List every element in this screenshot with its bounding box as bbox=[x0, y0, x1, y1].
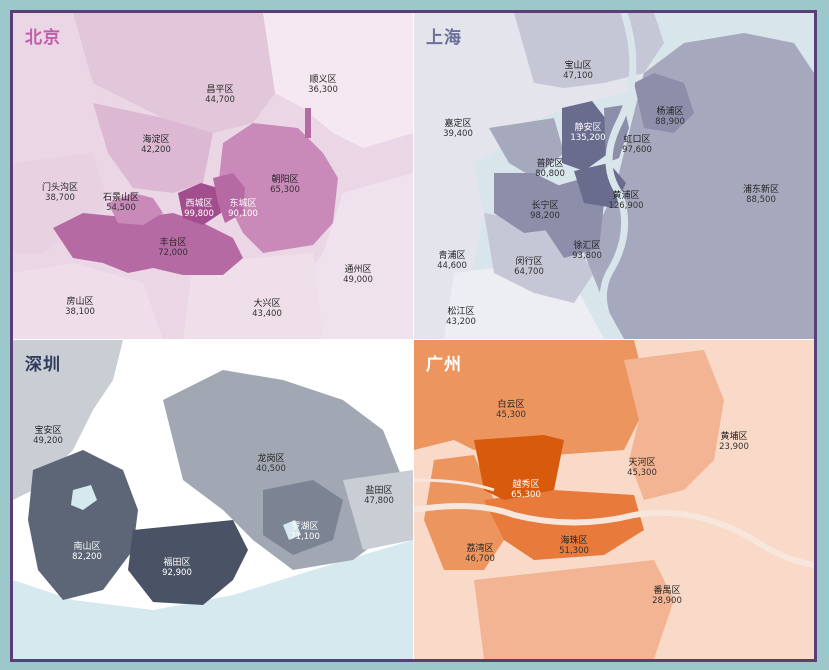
district-label-qingpu: 青浦区 44,600 bbox=[437, 251, 467, 271]
panel-divider-horizontal bbox=[13, 339, 814, 340]
guangzhou-map bbox=[414, 340, 814, 659]
district-label-shunyi: 顺义区 36,300 bbox=[308, 75, 338, 95]
district-label-futian: 福田区 92,900 bbox=[162, 558, 192, 578]
mentougou-area bbox=[13, 153, 108, 253]
district-label-nanshan: 南山区 82,200 bbox=[72, 542, 102, 562]
panel-divider-vertical bbox=[413, 13, 414, 659]
beijing-panel: 北京 顺义区 36,300 昌平区 44,700 海淀区 42,200 门头沟区 38,… bbox=[13, 13, 413, 339]
shunyi-area bbox=[263, 13, 413, 148]
district-label-changping: 昌平区 44,700 bbox=[205, 85, 235, 105]
xicheng-area bbox=[178, 183, 221, 225]
panyu-area bbox=[474, 560, 674, 659]
yangpu-area bbox=[634, 73, 694, 133]
baiyun-area bbox=[414, 340, 644, 455]
district-label-pudong: 浦东新区 88,500 bbox=[742, 185, 780, 205]
minhang-area bbox=[484, 213, 594, 303]
district-label-shijingshan: 石景山区 54,500 bbox=[102, 193, 140, 213]
district-label-xicheng: 西城区 99,800 bbox=[184, 199, 214, 219]
district-label-baiyun: 白云区 45,300 bbox=[496, 400, 526, 420]
district-label-luohu: 罗湖区 71,100 bbox=[290, 522, 320, 542]
district-label-chaoyang: 朝阳区 65,300 bbox=[270, 175, 300, 195]
district-label-daxing: 大兴区 43,400 bbox=[252, 299, 282, 319]
shenzhen-lake bbox=[283, 520, 301, 540]
beijing-title: 北京 bbox=[25, 28, 61, 48]
yantian-area bbox=[343, 470, 413, 550]
beijing-map bbox=[13, 13, 413, 339]
guangzhou-title: 广州 bbox=[426, 355, 462, 375]
district-label-liwan: 荔湾区 46,700 bbox=[465, 544, 495, 564]
district-label-songjiang: 松江区 43,200 bbox=[446, 307, 476, 327]
longgang-area bbox=[163, 370, 403, 570]
district-label-baoan: 宝安区 49,200 bbox=[33, 426, 63, 446]
district-label-panyu: 番禺区 28,900 bbox=[652, 586, 682, 606]
chaoyang-area bbox=[218, 123, 338, 253]
putuo-area bbox=[489, 118, 564, 178]
pearl-river bbox=[414, 503, 814, 568]
shanghai-title: 上海 bbox=[426, 28, 462, 48]
fangshan-area bbox=[13, 263, 163, 339]
fengtai-area bbox=[53, 213, 243, 275]
jingan-area bbox=[562, 101, 609, 171]
shijingshan-area bbox=[108, 193, 163, 225]
district-label-dongcheng: 东城区 90,100 bbox=[228, 199, 258, 219]
shenzhen-sea bbox=[13, 540, 413, 659]
district-label-mentougou: 门头沟区 38,700 bbox=[41, 183, 79, 203]
river-branch bbox=[414, 478, 495, 492]
district-label-jingan: 静安区 135,200 bbox=[570, 123, 606, 143]
futian-area bbox=[128, 520, 248, 605]
district-label-fengtai: 丰台区 72,000 bbox=[158, 238, 188, 258]
map-grid: 北京 顺义区 36,300 昌平区 44,700 海淀区 42,200 门头沟区 38,… bbox=[13, 13, 814, 659]
district-label-xuhui: 徐汇区 93,800 bbox=[572, 241, 602, 261]
shanghai-panel: 上海 宝山区 47,100 杨浦区 88,900 嘉定区 39,400 静安区 135,… bbox=[414, 13, 814, 339]
district-label-hongkou: 虹口区 97,600 bbox=[622, 135, 652, 155]
district-label-tianhe: 天河区 45,300 bbox=[627, 458, 657, 478]
shunyi-enclave bbox=[305, 108, 311, 138]
district-label-longgang: 龙岗区 40,500 bbox=[256, 454, 286, 474]
district-label-changning: 长宁区 98,200 bbox=[530, 201, 560, 221]
district-label-minhang: 闵行区 64,700 bbox=[514, 257, 544, 277]
shanghai-map bbox=[414, 13, 814, 339]
district-label-yuexiu: 越秀区 65,300 bbox=[511, 480, 541, 500]
district-label-jiading: 嘉定区 39,400 bbox=[443, 119, 473, 139]
nanshan-area bbox=[28, 450, 138, 600]
map-frame: 北京 顺义区 36,300 昌平区 44,700 海淀区 42,200 门头沟区 38,… bbox=[10, 10, 817, 662]
yuexiu-area bbox=[474, 435, 564, 500]
district-label-fangshan: 房山区 38,100 bbox=[65, 297, 95, 317]
huangpu-river bbox=[599, 13, 637, 339]
changping-area bbox=[73, 13, 275, 133]
qingpu-area bbox=[414, 163, 484, 339]
district-label-yantian: 盐田区 47,800 bbox=[364, 486, 394, 506]
district-label-tongzhou: 通州区 49,000 bbox=[343, 265, 373, 285]
district-label-putuo: 普陀区 80,800 bbox=[535, 159, 565, 179]
shenzhen-panel: 深圳 宝安区 49,200 龙岗区 40,500 盐田区 47,800 罗湖区 71,1… bbox=[13, 340, 413, 659]
district-label-baoshan: 宝山区 47,100 bbox=[563, 61, 593, 81]
tianhe-area bbox=[624, 350, 724, 500]
luohu-area bbox=[263, 480, 343, 555]
shenzhen-map bbox=[13, 340, 413, 659]
shenzhen-reservoir bbox=[71, 485, 97, 510]
tongzhou-area bbox=[303, 173, 413, 339]
district-label-yangpu: 杨浦区 88,900 bbox=[655, 107, 685, 127]
district-label-huangpu-gz: 黄埔区 23,900 bbox=[719, 432, 749, 452]
dongcheng-area bbox=[213, 173, 245, 223]
district-label-haizhu: 海珠区 51,300 bbox=[559, 536, 589, 556]
haidian-area bbox=[93, 103, 213, 193]
baoan-area bbox=[13, 340, 123, 500]
district-label-haidian: 海淀区 42,200 bbox=[141, 135, 171, 155]
shenzhen-title: 深圳 bbox=[25, 355, 61, 375]
guangzhou-panel: 广州 白云区 45,300 黄埔区 23,900 天河区 45,300 越秀区 65,3… bbox=[414, 340, 814, 659]
district-label-huangpu: 黄浦区 126,900 bbox=[608, 191, 644, 211]
